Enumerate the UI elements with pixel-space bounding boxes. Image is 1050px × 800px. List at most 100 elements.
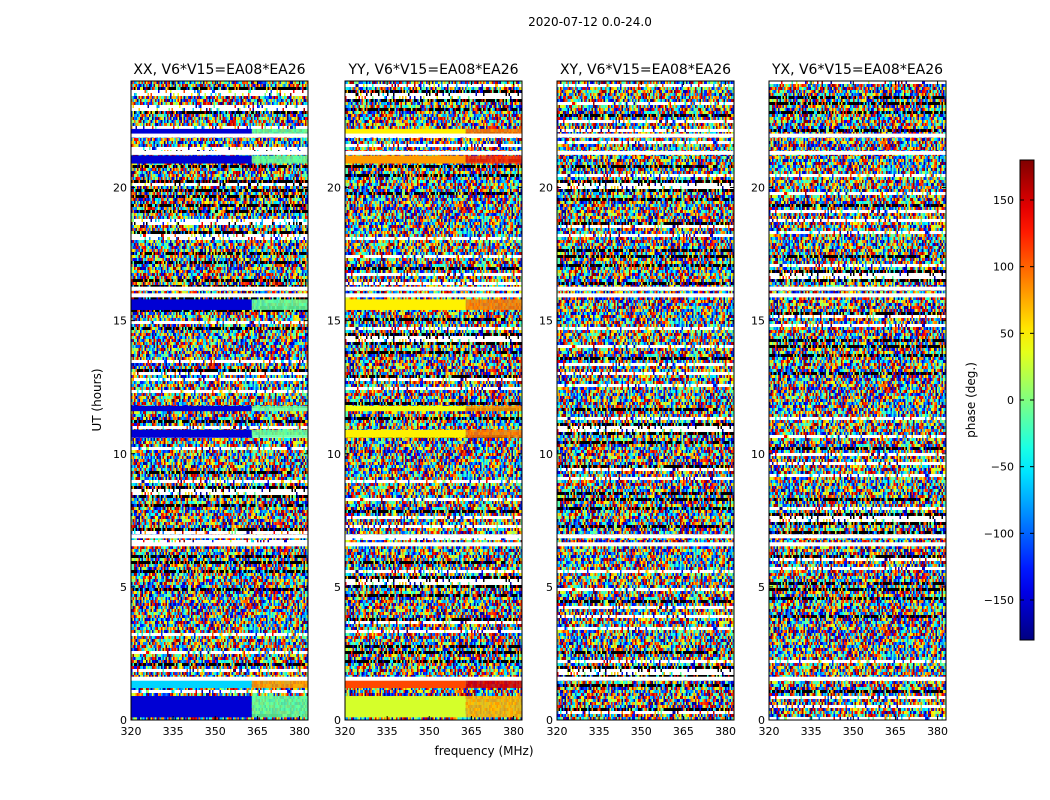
flagged-gap <box>769 286 946 291</box>
coherent-band-high <box>465 429 522 438</box>
y-tick-label: 10 <box>751 448 765 461</box>
colorbar-tick-label: −100 <box>984 527 1014 540</box>
y-axis-label: UT (hours) <box>90 368 104 431</box>
panel-title: YY, V6*V15=EA08*EA26 <box>347 62 518 78</box>
y-tick-label: 10 <box>327 448 341 461</box>
flagged-gap <box>557 286 734 291</box>
colorbar-tick-label: 0 <box>1007 394 1014 407</box>
x-tick-label: 365 <box>247 725 268 738</box>
flagged-gap <box>345 286 522 291</box>
coherent-band <box>131 405 252 412</box>
flagged-gap <box>557 133 734 138</box>
panel-frame <box>556 80 735 721</box>
panel-title: YX, V6*V15=EA08*EA26 <box>771 62 943 78</box>
coherent-band-high <box>251 155 308 164</box>
x-tick-label: 350 <box>631 725 652 738</box>
x-tick-label: 380 <box>715 725 736 738</box>
flagged-gap <box>557 542 734 547</box>
x-tick-label: 335 <box>589 725 610 738</box>
x-tick-label: 380 <box>927 725 948 738</box>
coherent-band-high <box>251 429 308 438</box>
panel-yy: YY, V6*V15=EA08*EA26 320 335 350 365 380 0 5 10 1… <box>327 62 524 738</box>
flagged-gap <box>131 293 308 298</box>
x-tick-label: 350 <box>205 725 226 738</box>
x-tick-label: 335 <box>377 725 398 738</box>
flagged-gap <box>131 676 308 681</box>
x-tick-label: 365 <box>461 725 482 738</box>
y-tick-label: 15 <box>539 315 553 328</box>
y-tick-label: 10 <box>113 448 127 461</box>
flagged-gap <box>769 133 946 138</box>
x-tick-label: 350 <box>843 725 864 738</box>
y-tick-label: 5 <box>546 581 553 594</box>
coherent-band-high <box>251 405 308 412</box>
colorbar-label: phase (deg.) <box>964 362 978 438</box>
coherent-band <box>345 128 466 135</box>
y-tick-label: 5 <box>758 581 765 594</box>
coherent-band-high <box>251 128 308 135</box>
coherent-band <box>345 155 466 164</box>
flagged-gap <box>131 150 308 155</box>
panels: XX, V6*V15=EA08*EA26 320 335 350 365 380 0 5 10 1… <box>113 62 948 738</box>
y-tick-label: 5 <box>120 581 127 594</box>
coherent-band-high <box>251 680 308 689</box>
coherent-band <box>345 429 466 438</box>
coherent-band-high <box>465 128 522 135</box>
y-tick-label: 0 <box>546 714 553 727</box>
panel-noise <box>345 81 522 720</box>
y-tick-label: 20 <box>751 182 765 195</box>
coherent-band-high <box>251 299 308 310</box>
phase-colorbar: −150 −100 −50 0 50 100 150 <box>984 159 1035 641</box>
panel-noise <box>557 81 734 720</box>
colorbar-tick-label: 150 <box>993 194 1014 207</box>
panel-frame <box>344 80 523 721</box>
coherent-band-high <box>465 155 522 164</box>
coherent-band <box>345 680 466 689</box>
flagged-gap <box>769 542 946 547</box>
coherent-band <box>131 299 252 310</box>
coherent-band <box>131 128 252 135</box>
flagged-gap <box>131 133 308 138</box>
y-tick-label: 10 <box>539 448 553 461</box>
flagged-gap <box>345 542 522 547</box>
x-tick-label: 350 <box>419 725 440 738</box>
figure-title: 2020-07-12 0.0-24.0 <box>528 15 652 29</box>
x-tick-label: 365 <box>885 725 906 738</box>
panel-xx: XX, V6*V15=EA08*EA26 320 335 350 365 380 0 5 10 1… <box>113 62 310 738</box>
flagged-gap <box>557 293 734 298</box>
x-tick-label: 365 <box>673 725 694 738</box>
coherent-band <box>345 405 466 412</box>
coherent-band-high <box>465 299 522 310</box>
y-tick-label: 0 <box>120 714 127 727</box>
flagged-gap <box>557 676 734 681</box>
coherent-band <box>131 680 252 689</box>
coherent-band <box>345 696 466 718</box>
y-tick-label: 15 <box>113 315 127 328</box>
panel-noise <box>769 81 946 720</box>
flagged-gap <box>769 293 946 298</box>
panel-frame <box>768 80 947 721</box>
panel-frame <box>130 80 309 721</box>
y-tick-label: 5 <box>334 581 341 594</box>
y-tick-label: 0 <box>334 714 341 727</box>
coherent-band-high <box>251 696 308 718</box>
x-tick-label: 380 <box>503 725 524 738</box>
flagged-gap <box>557 150 734 155</box>
colorbar-tick-label: −150 <box>984 594 1014 607</box>
flagged-gap <box>769 150 946 155</box>
colorbar-tick-label: −50 <box>991 461 1014 474</box>
flagged-gap <box>131 534 308 539</box>
coherent-band-high <box>465 405 522 412</box>
x-tick-label: 380 <box>289 725 310 738</box>
panel-title: XY, V6*V15=EA08*EA26 <box>560 62 731 78</box>
y-tick-label: 20 <box>539 182 553 195</box>
x-tick-label: 320 <box>759 725 780 738</box>
panel-xy: XY, V6*V15=EA08*EA26 320 335 350 365 380 0 5 10 1… <box>539 62 736 738</box>
flagged-gap <box>345 133 522 138</box>
flagged-gap <box>345 676 522 681</box>
flagged-gap <box>769 676 946 681</box>
x-tick-label: 320 <box>121 725 142 738</box>
coherent-band-high <box>465 696 522 718</box>
flagged-gap <box>345 293 522 298</box>
